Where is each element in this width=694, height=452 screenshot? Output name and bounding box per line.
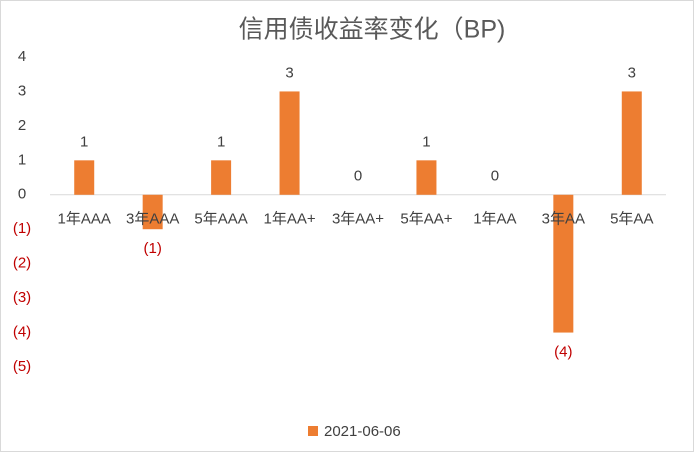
y-tick-label: 1 — [18, 151, 26, 168]
data-label: 3 — [628, 64, 636, 81]
data-label: (1) — [143, 240, 161, 257]
data-label: (4) — [554, 344, 572, 361]
y-tick-label: 4 — [18, 48, 26, 65]
x-tick-label: 1年AA — [473, 211, 516, 228]
x-tick-label: 5年AA — [610, 211, 653, 228]
y-tick-label: (4) — [13, 324, 31, 341]
y-tick-label: (3) — [13, 289, 31, 306]
legend-swatch — [308, 426, 318, 436]
data-label: 1 — [422, 133, 430, 150]
data-label: 0 — [354, 168, 362, 185]
bar — [553, 194, 574, 333]
y-tick-label: 0 — [18, 186, 26, 203]
bar — [416, 160, 437, 195]
x-tick-label: 5年AAA — [194, 211, 247, 228]
y-tick-label: (1) — [13, 220, 31, 237]
bar — [142, 194, 163, 230]
x-tick-label: 3年AA — [542, 211, 585, 228]
bar — [211, 160, 232, 195]
data-label: 1 — [80, 133, 88, 150]
x-tick-label: 1年AAA — [58, 211, 111, 228]
data-label: 3 — [285, 64, 293, 81]
y-tick-label: 3 — [18, 82, 26, 99]
data-label: 1 — [217, 133, 225, 150]
legend-label: 2021-06-06 — [324, 423, 401, 440]
bar — [74, 160, 95, 195]
data-label: 0 — [491, 168, 499, 185]
bar — [279, 91, 300, 195]
y-tick-label: (5) — [13, 358, 31, 375]
y-tick-label: 2 — [18, 117, 26, 134]
x-tick-label: 5年AA+ — [400, 211, 452, 228]
chart-title: 信用债收益率变化（BP) — [239, 16, 506, 44]
x-tick-label: 3年AA+ — [332, 211, 384, 228]
y-tick-label: (2) — [13, 255, 31, 272]
x-tick-label: 3年AAA — [126, 211, 179, 228]
bar — [621, 91, 642, 195]
x-tick-label: 1年AA+ — [263, 211, 315, 228]
